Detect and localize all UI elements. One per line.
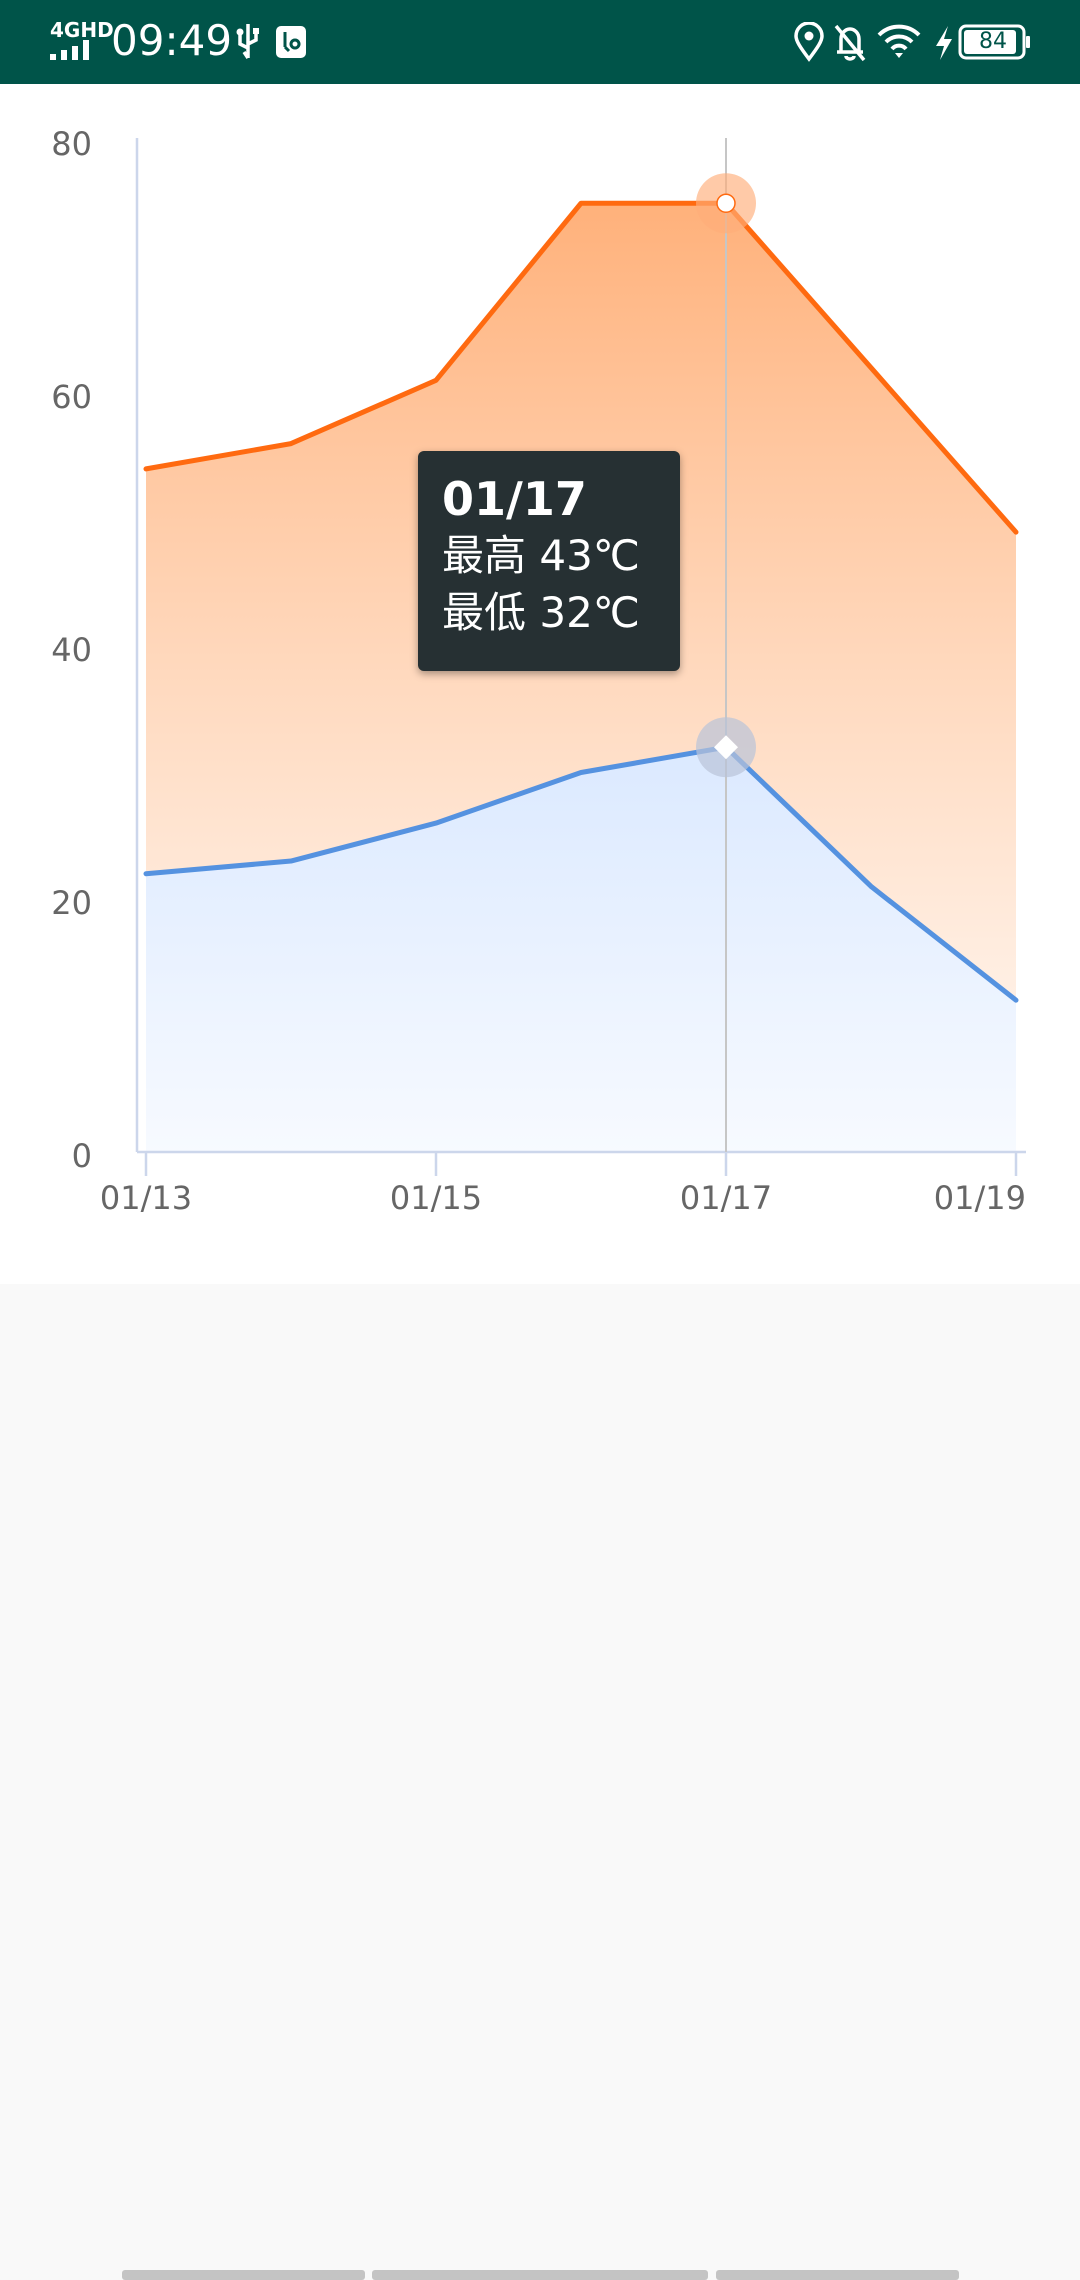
series-high-line (143, 200, 1019, 535)
tooltip-date: 01/17 (442, 472, 587, 526)
x-tick-label: 01/19 (934, 1179, 1026, 1217)
battery-icon (958, 24, 1030, 60)
usb-debug-icon (276, 26, 306, 58)
network-indicator: 4GHD (50, 18, 114, 42)
y-tick-label: 20 (51, 884, 92, 922)
temperature-area-chart[interactable]: 0 20 40 60 80 01/13 01/15 01/17 01/19 (0, 84, 1080, 1284)
x-tick-label: 01/17 (680, 1179, 772, 1217)
bottom-indicator-left (122, 2270, 365, 2280)
bottom-indicator-center (372, 2270, 708, 2280)
y-tick-label: 80 (51, 125, 92, 163)
y-tick-label: 0 (72, 1137, 92, 1175)
wifi-icon (877, 24, 921, 58)
low-marker-point[interactable] (714, 735, 738, 760)
bottom-indicator-right (716, 2270, 959, 2280)
series-low-area (146, 747, 1016, 1152)
status-time: 09:49 (111, 16, 233, 65)
signal-icon (50, 40, 89, 60)
y-tick-label: 60 (51, 378, 92, 416)
y-tick-label: 40 (51, 631, 92, 669)
chart-panel: 0 20 40 60 80 01/13 01/15 01/17 01/19 01/17 最高 4… (0, 84, 1080, 1284)
bell-off-icon (834, 24, 866, 62)
tooltip-high: 最高 43℃ (442, 531, 640, 580)
series-low-line (143, 744, 1019, 1003)
battery-level: 84 (979, 29, 1007, 54)
location-icon (794, 22, 824, 62)
charging-icon (936, 26, 952, 60)
status-bar: 4GHD 09:49 84 (0, 0, 1080, 84)
x-tick-label: 01/13 (100, 1179, 192, 1217)
chart-tooltip: 01/17 最高 43℃ 最低 32℃ (418, 451, 680, 671)
tooltip-low: 最低 32℃ (442, 588, 640, 637)
x-tick-label: 01/15 (390, 1179, 482, 1217)
high-marker-point[interactable] (716, 193, 736, 213)
usb-icon (236, 24, 259, 59)
